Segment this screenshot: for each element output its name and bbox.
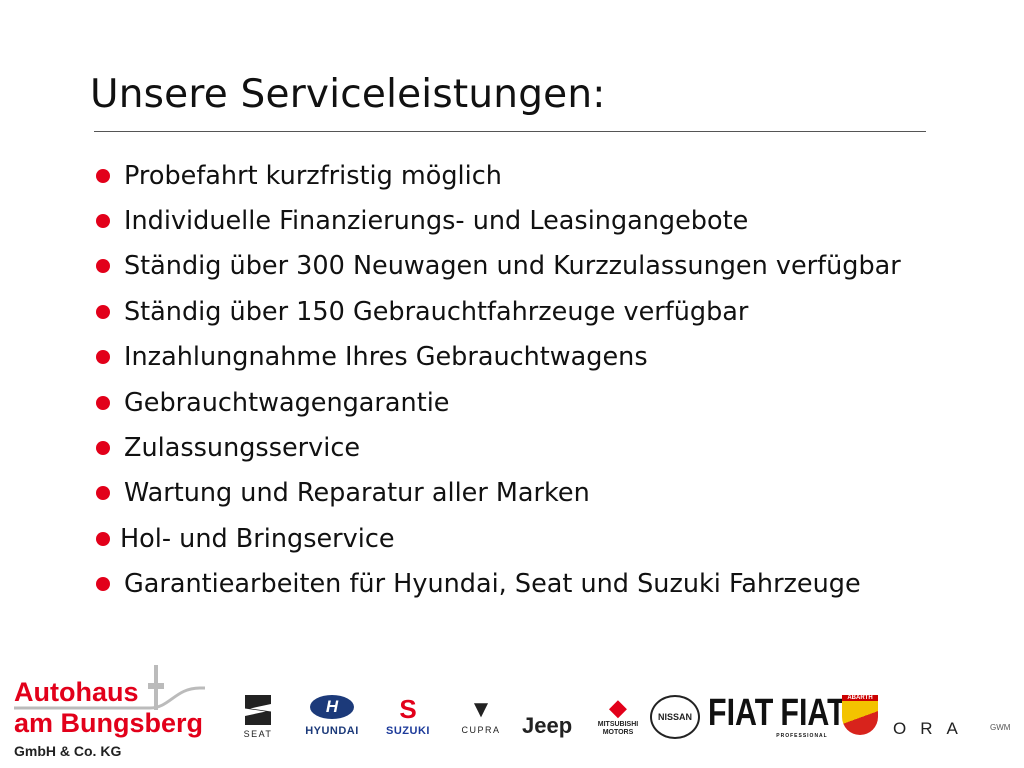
bullet-icon: [96, 304, 110, 319]
company-legal-form: GmbH & Co. KG: [14, 743, 122, 759]
bullet-icon: [96, 486, 110, 501]
list-item: Individuelle Finanzierungs- und Leasinga…: [95, 198, 901, 243]
fiat-pro-subtext: PROFESSIONAL: [776, 733, 828, 739]
bullet-icon: [96, 259, 110, 274]
service-text: Ständig über 150 Gebrauchtfahrzeuge verf…: [124, 296, 749, 327]
list-item: Inzahlungnahme Ihres Gebrauchtwagens: [95, 335, 901, 380]
jeep-logo: Jeep: [522, 713, 573, 738]
bullet-icon: [96, 168, 110, 183]
fiat-pro-text: FIAT: [780, 692, 846, 734]
mitsubishi-logo: ◆ MITSUBISHI MOTORS: [596, 695, 640, 737]
nissan-logo: NISSAN: [650, 695, 700, 739]
company-name-line2: am Bungsberg: [14, 708, 204, 738]
service-text: Wartung und Reparatur aller Marken: [124, 478, 590, 509]
mitsubishi-text: MITSUBISHI MOTORS: [597, 721, 639, 736]
bullet-icon: [96, 214, 110, 229]
fiat-professional-logo: FIAT PROFESSIONAL: [775, 692, 846, 739]
mitsubishi-icon: ◆: [609, 695, 627, 720]
service-text: Individuelle Finanzierungs- und Leasinga…: [124, 206, 749, 237]
cupra-text: CUPRA: [461, 725, 501, 735]
bullet-icon: [96, 441, 110, 456]
hyundai-text: HYUNDAI: [305, 725, 359, 737]
suzuki-text: SUZUKI: [386, 725, 430, 737]
bullet-icon: [96, 531, 110, 546]
bullet-icon: [96, 577, 110, 592]
seat-text: SEAT: [243, 729, 273, 739]
list-item: Probefahrt kurzfristig möglich: [95, 153, 901, 198]
suzuki-logo: S SUZUKI: [378, 695, 438, 737]
fiat-logo: FIAT: [708, 692, 774, 734]
list-item: Ständig über 300 Neuwagen und Kurzzulass…: [95, 244, 901, 289]
title-divider: [94, 131, 926, 132]
footer-logos: Autohaus am Bungsberg GmbH & Co. KG SEAT…: [0, 655, 1024, 768]
bullet-icon: [96, 395, 110, 410]
cupra-icon: ▼: [469, 696, 493, 723]
hyundai-logo: H HYUNDAI: [296, 695, 368, 737]
list-item: Wartung und Reparatur aller Marken: [95, 471, 901, 516]
service-text: Hol- und Bringservice: [120, 523, 395, 554]
suzuki-icon: S: [399, 694, 417, 724]
service-text: Zulassungsservice: [124, 433, 361, 464]
bullet-icon: [96, 350, 110, 365]
company-name-line1: Autohaus: [14, 677, 139, 707]
list-item: Hol- und Bringservice: [95, 516, 901, 561]
list-item: Garantiearbeiten für Hyundai, Seat und S…: [95, 562, 901, 607]
tower-landscape-icon: [14, 665, 205, 710]
services-list: Probefahrt kurzfristig möglich Individue…: [95, 153, 901, 607]
service-text: Ständig über 300 Neuwagen und Kurzzulass…: [124, 251, 901, 282]
cupra-logo: ▼ CUPRA: [450, 695, 512, 735]
list-item: Ständig über 150 Gebrauchtfahrzeuge verf…: [95, 289, 901, 334]
service-text: Inzahlungnahme Ihres Gebrauchtwagens: [124, 342, 648, 373]
service-text: Probefahrt kurzfristig möglich: [124, 160, 502, 191]
hyundai-icon: H: [310, 695, 354, 719]
list-item: Zulassungsservice: [95, 425, 901, 470]
list-item: Gebrauchtwagengarantie: [95, 380, 901, 425]
company-logo: Autohaus am Bungsberg: [14, 677, 203, 739]
seat-icon: [245, 695, 271, 725]
gwm-logo: GWM: [990, 723, 1011, 732]
abarth-logo: ABARTH: [842, 695, 878, 735]
abarth-text: ABARTH: [842, 695, 878, 701]
service-text: Garantiearbeiten für Hyundai, Seat und S…: [124, 569, 861, 600]
ora-logo: ORA: [893, 719, 972, 738]
service-text: Gebrauchtwagengarantie: [124, 387, 450, 418]
seat-logo: SEAT: [230, 695, 286, 739]
page-title: Unsere Serviceleistungen:: [90, 72, 606, 117]
